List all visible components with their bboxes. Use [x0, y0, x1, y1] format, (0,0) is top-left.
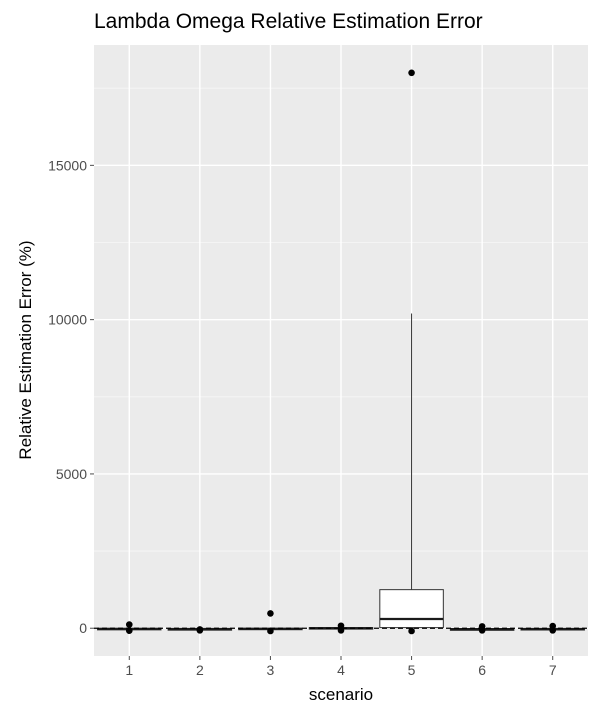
y-axis-ticks: 0 5000 10000 15000 — [48, 157, 94, 636]
outlier-point — [125, 621, 133, 628]
outlier-point — [125, 627, 133, 634]
x-tick-label: 1 — [125, 662, 133, 678]
x-tick-label: 5 — [408, 662, 416, 678]
y-tick-label: 10000 — [48, 312, 87, 328]
x-tick-label: 7 — [549, 662, 557, 678]
x-tick-label: 6 — [478, 662, 486, 678]
outlier-point — [337, 622, 345, 630]
box-scenario-2 — [167, 626, 233, 634]
y-tick-label: 15000 — [48, 157, 87, 173]
x-tick-label: 4 — [337, 662, 345, 678]
x-axis-ticks: 1 2 3 4 5 6 7 — [125, 656, 557, 678]
y-tick-label: 5000 — [56, 466, 87, 482]
iqr-box — [379, 589, 444, 629]
outlier-point — [267, 610, 274, 617]
chart-title: Lambda Omega Relative Estimation Error — [94, 10, 483, 33]
x-axis-title: scenario — [309, 685, 373, 704]
outlier-point — [408, 69, 415, 77]
x-tick-label: 2 — [196, 662, 204, 678]
outlier-point — [408, 627, 415, 635]
y-axis-title: Relative Estimation Error (%) — [16, 240, 35, 459]
box-scenario-5 — [379, 69, 444, 635]
major-grid — [94, 45, 588, 656]
x-tick-label: 3 — [267, 662, 275, 678]
y-tick-label: 0 — [79, 620, 87, 636]
outlier-point — [267, 627, 274, 635]
